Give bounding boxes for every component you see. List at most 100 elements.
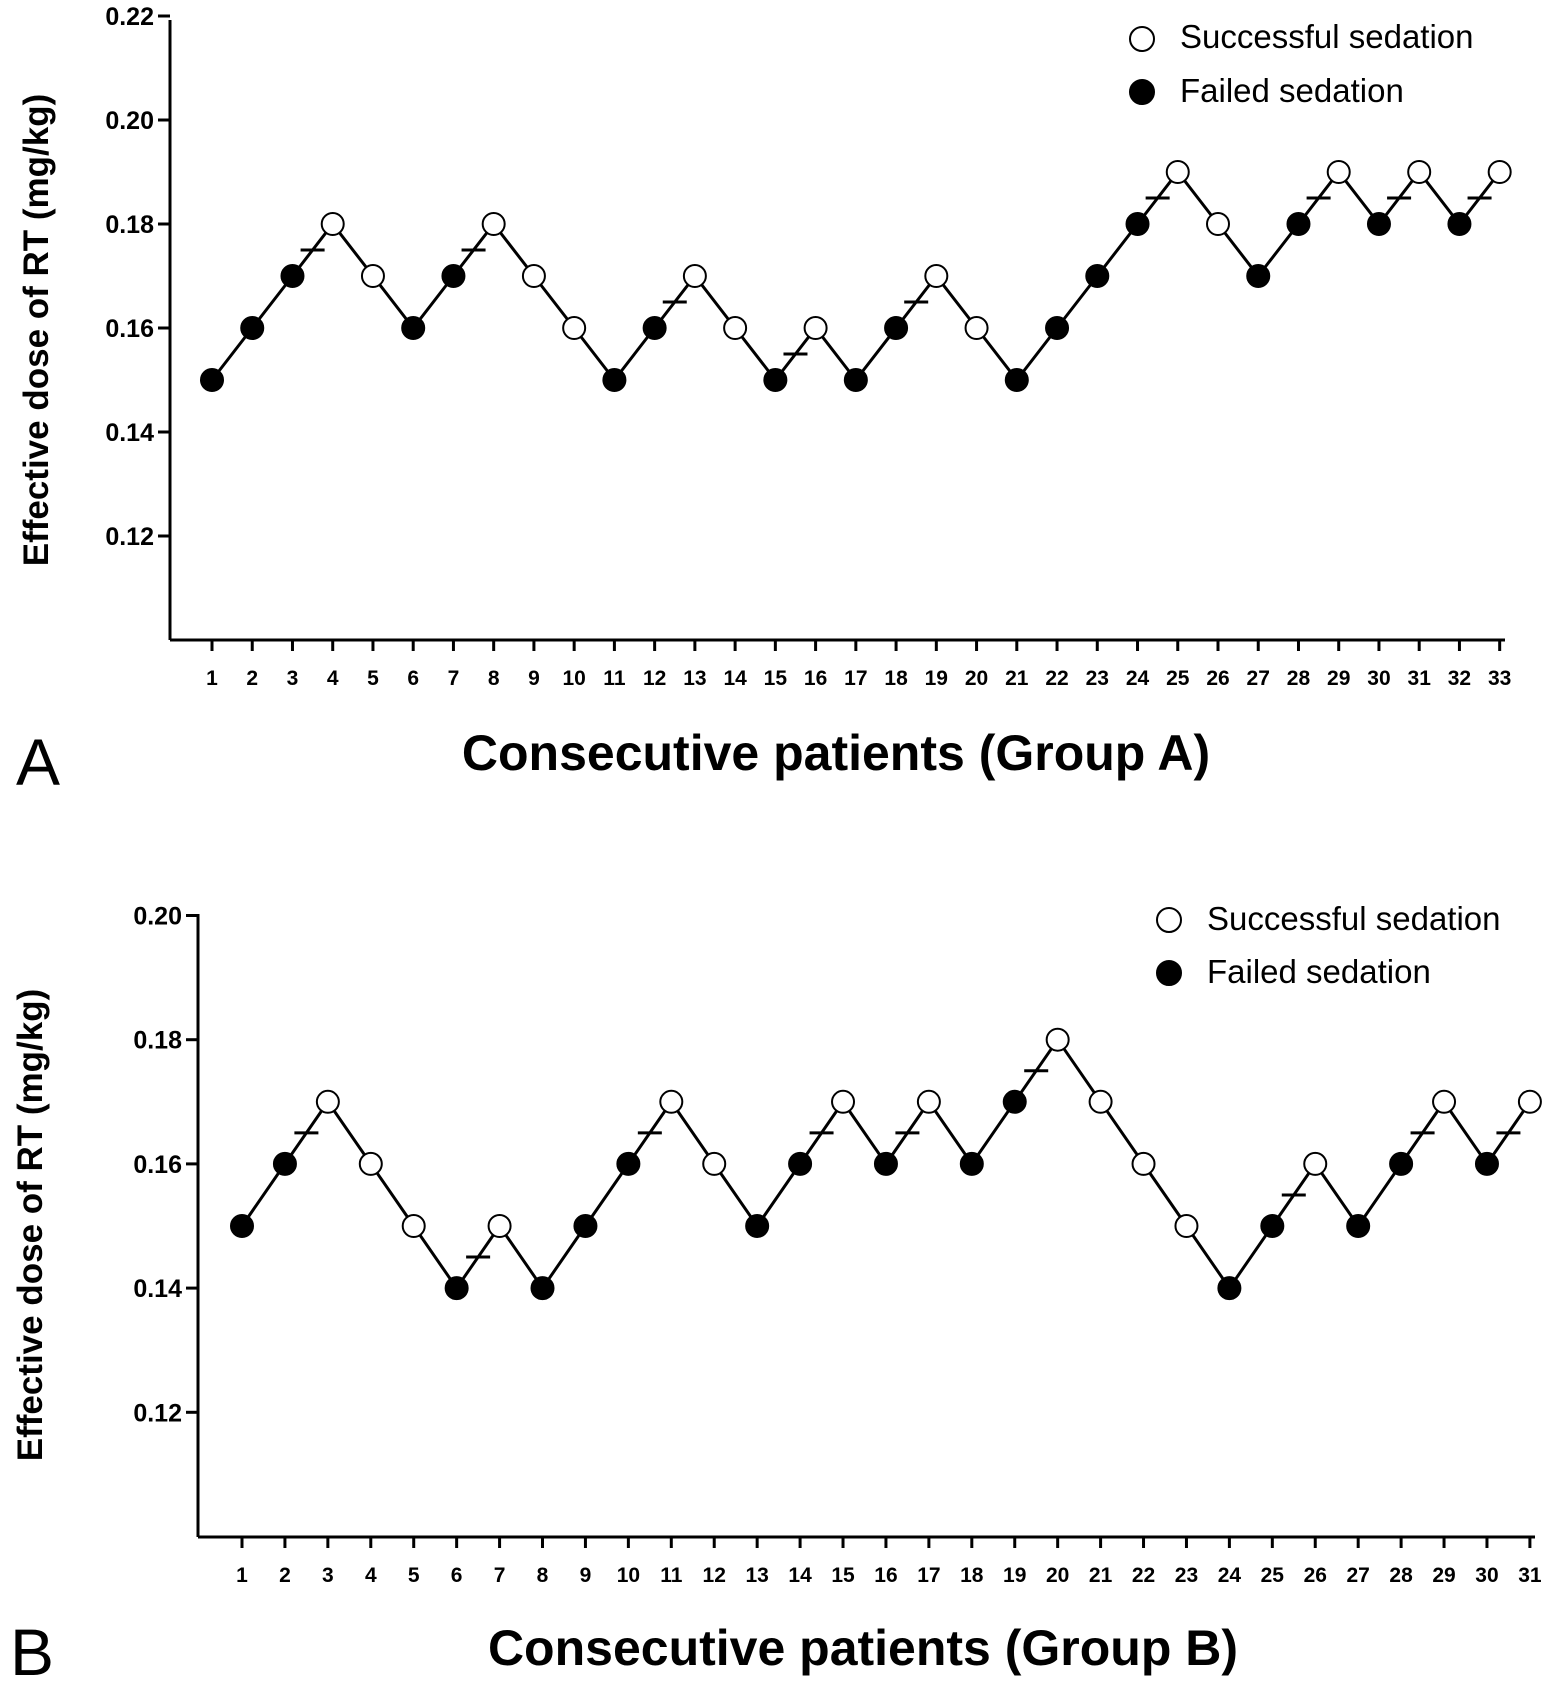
panel-a-x-tick-label: 30: [1367, 667, 1390, 690]
panel-b-success-point: [401, 1214, 426, 1238]
panel-b-legend-failure-label: Failed sedation: [1207, 953, 1431, 990]
panel-b-success-point: [487, 1214, 512, 1238]
panel-a-failure-point: [401, 316, 426, 340]
panel-b-failure-point: [616, 1151, 641, 1176]
panel-a-dose-line: [210, 169, 1501, 383]
panel-b-chart: 0.120.140.160.180.20 1 2 3 4 5 6 7 8 9 10 11 12 13 14…: [10, 900, 1542, 1682]
panel-a-x-tick-label: 33: [1488, 667, 1511, 690]
panel-a-x-tick-label: 8: [488, 667, 500, 690]
panel-a-x-tick-label: 11: [603, 667, 626, 690]
panel-b-x-tick-label: 24: [1218, 1564, 1242, 1587]
panel-a-x-tick-label: 26: [1206, 667, 1229, 690]
panel-b-x-tick-label: 27: [1347, 1564, 1370, 1587]
panel-b-legend: Successful sedation Failed sedation: [1156, 900, 1501, 990]
panel-a-x-tick-label: 3: [287, 667, 299, 690]
panel-b-x-tick-label: 26: [1304, 1564, 1327, 1587]
panel-a-x-tick-label: 32: [1448, 667, 1471, 690]
panel-a-success-point: [320, 212, 345, 236]
panel-b-x-tick-label: 6: [451, 1564, 463, 1587]
panel-a-success-point: [682, 264, 707, 288]
panel-a-legend-failure-label: Failed sedation: [1180, 72, 1404, 109]
panel-b-x-tick-label: 12: [703, 1564, 726, 1587]
panel-a-letter: A: [16, 725, 60, 799]
panel-b-failure-point: [788, 1151, 813, 1176]
panel-a-x-tick-label: 5: [367, 667, 379, 690]
panel-a-y-tick-label: 0.16: [105, 315, 154, 343]
panel-a-success-point: [803, 316, 828, 340]
panel-b-x-axis: 1 2 3 4 5 6 7 8 9 10 11 12 13 14 15 16 17 18 19 20 21 22 23 24 2…: [198, 1535, 1542, 1587]
panel-b-x-tick-label: 10: [617, 1564, 640, 1587]
panel-b-x-tick-label: 11: [660, 1564, 683, 1587]
panel-a-x-tick-label: 22: [1045, 667, 1068, 690]
panel-a-success-point: [1206, 212, 1230, 236]
panel-b-x-tick-label: 21: [1089, 1564, 1113, 1587]
panel-b-success-point: [358, 1151, 383, 1176]
panel-b-failure-point: [444, 1276, 469, 1301]
panel-a-x-tick-label: 19: [925, 667, 948, 690]
panel-a-legend: Successful sedation Failed sedation: [1129, 18, 1474, 109]
panel-a-y-tick-label: 0.22: [105, 3, 154, 31]
panel-a-x-tick-label: 14: [723, 667, 747, 690]
panel-a-x-tick-label: 28: [1287, 667, 1311, 690]
panel-a-x-tick-label: 10: [562, 667, 585, 690]
panel-a-success-point: [562, 316, 587, 340]
panel-a-legend-failure-marker: [1129, 79, 1155, 105]
panel-b-legend-success-marker: [1156, 907, 1182, 933]
panel-b-failure-point: [1260, 1214, 1285, 1238]
panel-a-x-tick-label: 18: [884, 667, 908, 690]
panel-b-success-point: [1088, 1089, 1113, 1114]
panel-b-success-point: [315, 1089, 340, 1114]
panel-b-legend-failure-marker: [1156, 960, 1182, 986]
panel-a-failure-point: [1125, 212, 1150, 236]
panel-a-success-point: [1487, 160, 1512, 184]
panel-a-x-tick-label: 13: [683, 667, 706, 690]
panel-a-x-tick-label: 27: [1247, 667, 1270, 690]
panel-b-success-point: [1432, 1089, 1457, 1114]
panel-a-success-point: [360, 264, 385, 288]
panel-b-x-axis-title: Consecutive patients (Group B): [488, 1620, 1238, 1676]
panel-b-failure-point: [230, 1214, 254, 1238]
panel-a-legend-success-marker: [1129, 26, 1155, 52]
panel-b-x-tick-label: 18: [960, 1564, 984, 1587]
panel-a-failure-point: [843, 368, 868, 392]
panel-b-success-point: [1517, 1089, 1542, 1114]
panel-a-x-tick-label: 29: [1327, 667, 1350, 690]
panel-b-x-tick-label: 3: [322, 1564, 334, 1587]
panel-b-x-tick-label: 28: [1389, 1564, 1413, 1587]
panel-b-failure-point: [1474, 1151, 1499, 1176]
panel-a-success-point: [481, 212, 506, 236]
panel-a-x-tick-label: 4: [327, 667, 339, 690]
panel-a-success-point: [964, 316, 989, 340]
panel-b-y-axis: 0.12 0.14 0.16 0.18 0.20: [133, 903, 200, 1537]
panel-b-y-axis-title: Effective dose of RT (mg/kg): [11, 989, 50, 1462]
panel-b-x-tick-label: 8: [537, 1564, 549, 1587]
panel-b-failure-point: [1002, 1089, 1027, 1114]
panel-a-success-point: [1165, 160, 1190, 184]
panel-a-failure-point: [1085, 264, 1110, 288]
panel-b-x-tick-label: 19: [1003, 1564, 1026, 1587]
panel-b-failure-point: [1389, 1151, 1414, 1176]
panel-b-x-tick-label: 1: [236, 1564, 248, 1587]
panel-a-x-tick-label: 12: [643, 667, 666, 690]
panel-b-legend-success-label: Successful sedation: [1207, 900, 1501, 937]
panel-b-success-point: [1174, 1214, 1199, 1238]
panel-b-y-tick-label: 0.18: [133, 1027, 182, 1055]
panel-a-failure-point: [1004, 368, 1029, 392]
panel-b-success-point: [916, 1089, 941, 1114]
panel-b-x-tick-label: 17: [917, 1564, 940, 1587]
panel-a-x-tick-label: 24: [1126, 667, 1150, 690]
panel-a-x-tick-label: 15: [764, 667, 788, 690]
panel-a-failure-point: [642, 316, 667, 340]
panel-a-success-point: [1407, 160, 1432, 184]
panel-a-x-axis-title: Consecutive patients (Group A): [462, 725, 1210, 781]
panel-a-x-tick-label: 21: [1005, 667, 1029, 690]
panel-a-failure-point: [1447, 212, 1472, 236]
panel-a-x-tick-label: 7: [448, 667, 460, 690]
panel-a-x-axis: 1 2 3 4 5 6 7 8 9 10 11 12 13 14 15 16 17 18 19 20 21 22 23 24 2…: [170, 638, 1511, 690]
panel-a-x-tick-label: 23: [1086, 667, 1109, 690]
panel-b-success-point: [831, 1089, 856, 1114]
panel-a-x-tick-label: 9: [528, 667, 540, 690]
panel-a-x-tick-label: 25: [1166, 667, 1190, 690]
panel-a-failure-point: [441, 264, 466, 288]
panel-a-failure-point: [763, 368, 788, 392]
